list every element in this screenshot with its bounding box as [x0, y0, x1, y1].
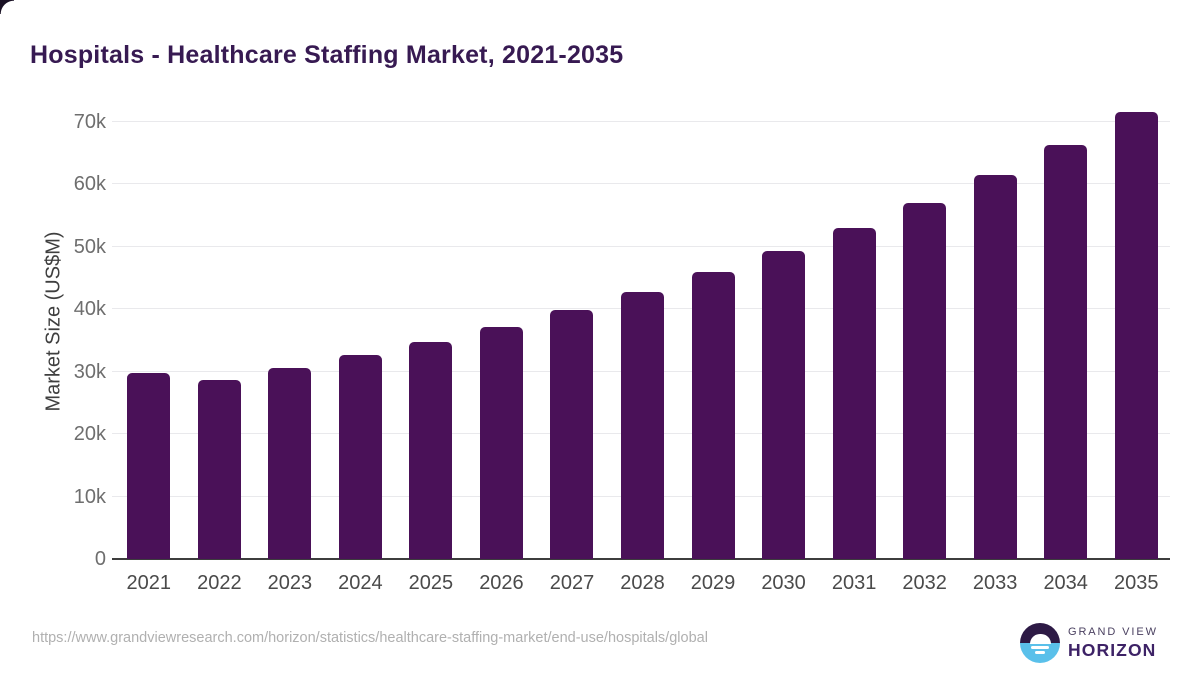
bar-2030[interactable] — [762, 250, 806, 559]
plot-area: 2021 2022 2023 2024 2025 2026 2027 2028 2029 2030… — [112, 109, 1170, 593]
x-tick-label: 2034 — [1043, 572, 1088, 594]
bar-2031[interactable] — [832, 228, 876, 559]
y-tick-label: 40k — [73, 298, 106, 320]
x-tick-label: 2031 — [831, 572, 877, 594]
bar-2021[interactable] — [127, 372, 171, 559]
x-tick-label: 2027 — [549, 572, 595, 594]
logo-text-horizon: HORIZON — [1068, 640, 1157, 660]
x-tick-label: 2035 — [1113, 572, 1159, 594]
y-tick-label: 50k — [73, 235, 106, 258]
chart-title: Hospitals - Healthcare Staffing Market, … — [30, 40, 624, 69]
source-url: https://www.grandviewresearch.com/horizo… — [32, 630, 708, 646]
bar-2027[interactable] — [550, 310, 594, 559]
logo-text: GRAND VIEW HORIZON — [1068, 626, 1158, 660]
bar-2029[interactable] — [691, 272, 735, 559]
horizon-sun-icon — [1020, 623, 1060, 663]
y-tick-label: 70k — [73, 110, 106, 133]
bar-2023[interactable] — [268, 367, 312, 559]
bar-2028[interactable] — [621, 292, 664, 559]
gridline — [112, 120, 1170, 122]
bar-2026[interactable] — [479, 326, 523, 559]
logo-text-grand-view: GRAND VIEW — [1068, 626, 1158, 638]
x-tick-label: 2029 — [690, 572, 736, 594]
x-axis-line — [112, 558, 1170, 560]
bar-2034[interactable] — [1044, 145, 1088, 559]
x-tick-label: 2023 — [267, 572, 313, 594]
gridline — [112, 245, 1170, 247]
gridline — [112, 183, 1170, 184]
y-tick-label: 20k — [73, 423, 106, 445]
bar-2024[interactable] — [338, 354, 382, 559]
x-tick-label: 2033 — [972, 572, 1018, 594]
x-tick-label: 2021 — [126, 572, 172, 594]
x-tick-label: 2030 — [761, 572, 806, 594]
y-tick-label: 10k — [73, 485, 106, 508]
bar-2033[interactable] — [973, 175, 1017, 559]
bar-2032[interactable] — [903, 202, 947, 559]
x-tick-label: 2024 — [338, 572, 383, 594]
x-tick-label: 2032 — [902, 572, 947, 594]
x-tick-label: 2028 — [620, 572, 665, 594]
y-tick-label: 30k — [73, 360, 106, 383]
x-tick-label: 2025 — [408, 572, 454, 594]
y-tick-label: 60k — [73, 173, 106, 195]
corner-notch — [0, 0, 14, 14]
bar-2025[interactable] — [409, 341, 453, 559]
y-tick-label: 0 — [94, 548, 106, 570]
bar-2035[interactable] — [1114, 111, 1158, 559]
x-tick-label: 2026 — [479, 572, 524, 594]
x-tick-label: 2022 — [197, 572, 242, 594]
bar-2022[interactable] — [197, 379, 241, 559]
grandview-horizon-logo: GRAND VIEW HORIZON — [1020, 623, 1170, 665]
